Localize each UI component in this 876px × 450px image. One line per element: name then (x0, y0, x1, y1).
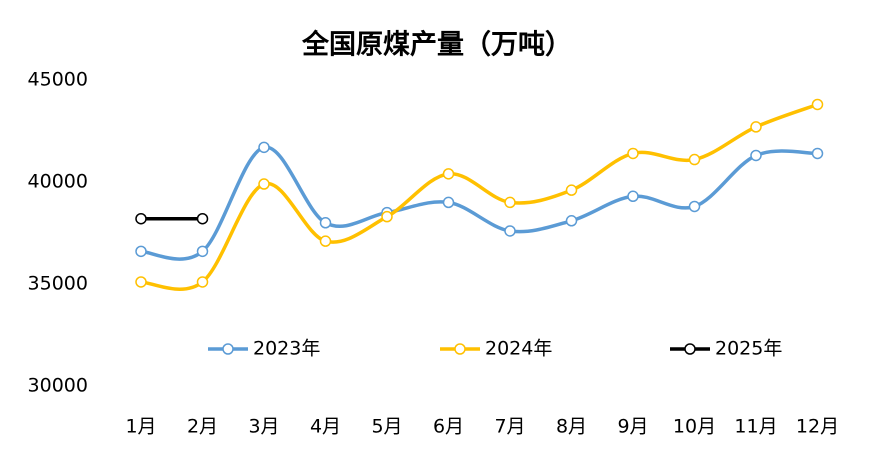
data-point (688, 153, 701, 166)
x-tick-label: 1月 (125, 416, 156, 438)
data-point (135, 276, 147, 288)
data-point (258, 178, 270, 190)
series-line (139, 102, 820, 291)
data-point (504, 196, 516, 209)
chart-title: 全国原煤产量（万吨） (301, 29, 572, 61)
legend-marker (222, 343, 234, 355)
x-tick-label: 7月 (494, 416, 525, 438)
x-tick-label: 12月 (796, 416, 839, 438)
data-point (627, 147, 639, 160)
data-point (319, 235, 332, 247)
data-point (811, 98, 824, 111)
data-point (381, 210, 393, 223)
x-tick-label: 3月 (248, 416, 279, 438)
data-point (135, 245, 147, 258)
x-tick-label: 8月 (556, 416, 587, 438)
data-point (258, 141, 270, 154)
y-tick-label: 40000 (28, 171, 88, 193)
data-point (565, 184, 578, 196)
legend-marker (454, 343, 466, 355)
data-point (442, 196, 455, 209)
data-point (135, 212, 147, 225)
x-tick-label: 6月 (433, 416, 464, 438)
legend-label: 2023年 (253, 338, 320, 360)
data-point (688, 200, 701, 213)
data-point (750, 149, 762, 162)
x-tick-label: 2月 (187, 416, 218, 438)
legend-label: 2024年 (485, 338, 552, 360)
data-point (196, 212, 209, 225)
x-tick-label: 5月 (371, 416, 402, 438)
data-point (319, 217, 332, 229)
legend-label: 2025年 (715, 338, 782, 360)
data-point (196, 245, 209, 258)
legend-marker (684, 343, 696, 355)
data-point (196, 276, 209, 288)
x-tick-label: 4月 (310, 416, 341, 438)
data-point (442, 168, 455, 180)
x-tick-label: 9月 (617, 416, 648, 438)
x-tick-label: 11月 (734, 416, 777, 438)
data-point (750, 121, 762, 133)
data-point (565, 215, 578, 227)
y-tick-label: 45000 (28, 69, 88, 91)
x-tick-label: 10月 (673, 416, 716, 438)
data-point (811, 147, 824, 160)
data-point (504, 225, 516, 237)
data-point (627, 190, 639, 203)
y-tick-label: 35000 (28, 273, 88, 295)
series-line (139, 145, 820, 261)
y-tick-label: 30000 (28, 375, 88, 397)
